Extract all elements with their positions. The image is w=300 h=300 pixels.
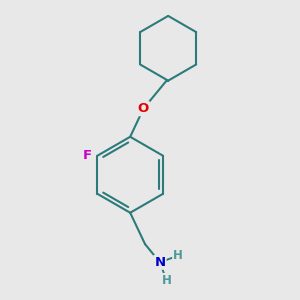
Text: H: H [173,249,183,262]
Text: H: H [162,274,171,287]
Text: N: N [154,256,166,269]
Text: O: O [138,102,149,115]
Text: F: F [83,148,92,162]
